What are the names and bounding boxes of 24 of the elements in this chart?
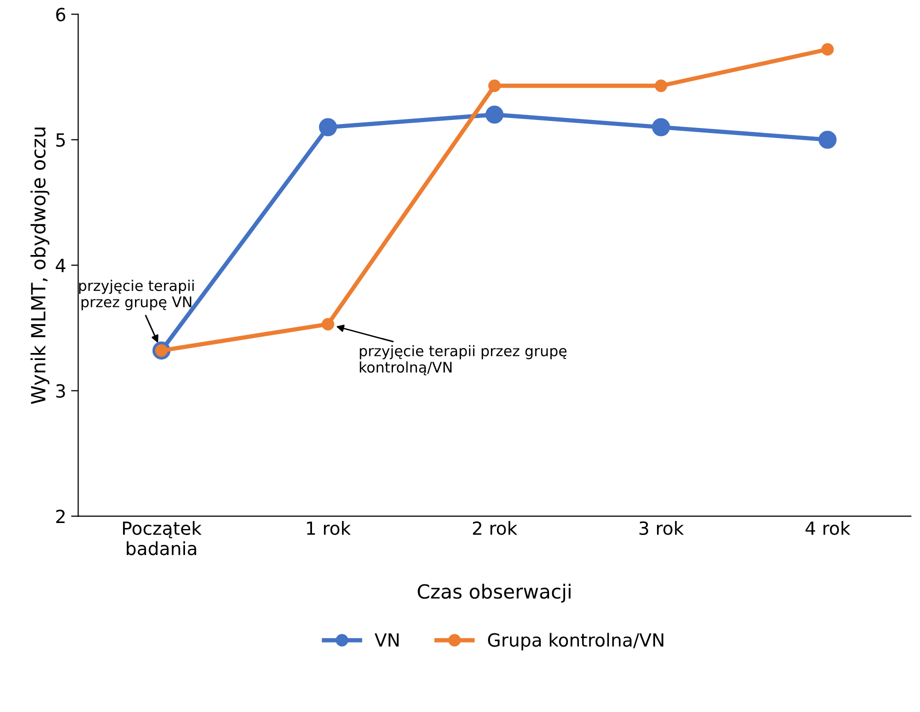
point — [818, 130, 837, 149]
x-tick-label: Początek badania — [123, 521, 202, 556]
y-tick-label: 5 — [56, 133, 65, 147]
y-tick-label: 4 — [56, 258, 66, 272]
point — [488, 80, 501, 92]
annotation: przyjęcie terapii przez grupę VN — [79, 280, 194, 310]
point — [821, 43, 834, 56]
y-tick-label: 2 — [56, 510, 65, 524]
y-tick-label: 3 — [56, 384, 65, 398]
legend-label: Grupa kontrolna/VN — [488, 632, 664, 650]
point — [652, 118, 670, 136]
x-tick-label: 3 rok — [640, 521, 684, 536]
y-axis-title: Wynik MLMT, obydwoje oczu — [30, 128, 50, 404]
legend-label: VN — [374, 633, 399, 647]
y-tick-label: 6 — [56, 8, 66, 22]
point — [654, 80, 668, 92]
x-axis-title: Czas obserwacji — [418, 584, 570, 603]
point — [318, 118, 338, 136]
point — [485, 106, 504, 124]
annotation: przyjęcie terapii przez grupę kontrolną/VN — [360, 345, 567, 376]
x-tick-label: 1 rok — [307, 521, 351, 536]
x-tick-label: 4 rok — [806, 521, 850, 536]
x-tick-label: 2 rok — [472, 521, 518, 536]
point — [322, 318, 334, 330]
